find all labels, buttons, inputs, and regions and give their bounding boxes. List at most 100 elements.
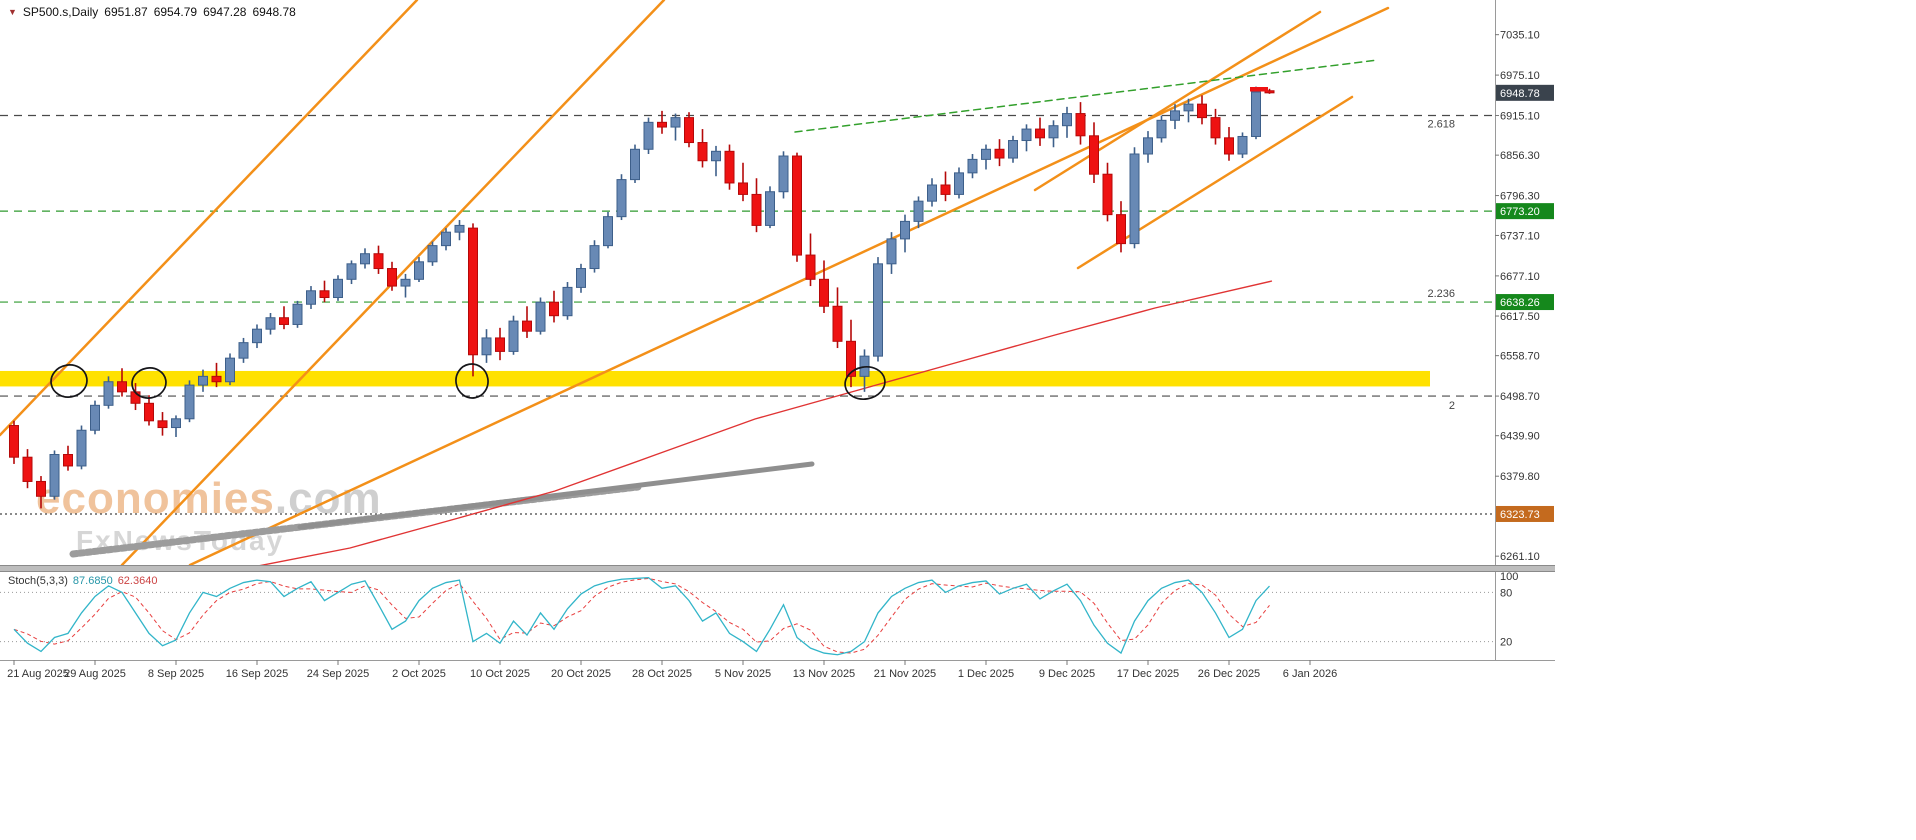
moving-average-line [259, 280, 1273, 565]
stoch-indicator-label: Stoch(5,3,3) 87.6850 62.3640 [8, 575, 157, 587]
candle-body [522, 320, 532, 332]
stoch-main-line [13, 576, 1270, 656]
candle-body [913, 200, 924, 222]
candle-body [1035, 128, 1045, 139]
ohlc-close: 6948.78 [252, 5, 296, 19]
candle-body [954, 172, 964, 195]
candle-body [630, 148, 640, 181]
level-price-badge [1496, 505, 1554, 522]
candle-body [535, 301, 546, 332]
channel-line-upper-left [0, 0, 419, 437]
support-zone-band [0, 370, 1430, 387]
stoch-name: Stoch(5,3,3) [8, 575, 68, 587]
stoch-d-value: 62.3640 [117, 575, 158, 587]
annotation-ellipse [50, 364, 88, 398]
candle-body [49, 454, 60, 497]
candle-body [157, 420, 168, 429]
panel-divider [0, 565, 1555, 572]
stochastic-pane [0, 576, 1495, 656]
candle-body [1197, 103, 1207, 119]
price-tick-label: 6677.10 [1500, 271, 1540, 283]
candle-body [292, 303, 303, 325]
level-price-badge [1496, 294, 1554, 311]
candle-body [643, 121, 654, 150]
candle-body [211, 375, 222, 383]
candle-body [549, 301, 559, 317]
candle-body [1264, 90, 1275, 94]
candle-body [22, 456, 33, 482]
candle-body [117, 381, 127, 393]
date-label: 2 Oct 2025 [392, 668, 446, 680]
candle-body [252, 328, 262, 344]
price-tick-label: 6796.30 [1500, 191, 1540, 203]
candle-body [778, 155, 789, 193]
level-price-badge-label: 6323.73 [1500, 509, 1540, 521]
date-label: 29 Aug 2025 [64, 668, 126, 680]
candle-body [1008, 140, 1018, 159]
candle-body [819, 278, 829, 307]
candle-body [1129, 153, 1140, 245]
candle-body [1143, 137, 1153, 155]
candle-body [1251, 91, 1261, 137]
candle-body [562, 286, 573, 317]
level-price-badge-label: 6638.26 [1500, 297, 1540, 309]
symbol-ohlc-bar: ▼ SP500.s,Daily 6951.87 6954.79 6947.28 6948.… [8, 5, 302, 19]
stoch-scale-label: 80 [1500, 587, 1512, 599]
candle-body [805, 254, 816, 280]
candle-body [441, 231, 451, 247]
candle-body [144, 402, 154, 422]
current-price-badge-label: 6948.78 [1500, 88, 1540, 100]
price-tick-label: 6915.10 [1500, 111, 1540, 123]
candle-body [468, 227, 478, 356]
date-label: 21 Nov 2025 [874, 668, 936, 680]
candle-body [63, 454, 73, 467]
annotation-ellipse [844, 366, 886, 400]
candle-body [738, 182, 748, 195]
stoch-k-value: 87.6850 [72, 575, 113, 587]
candle-body [319, 290, 330, 299]
candle-body [927, 184, 937, 202]
candle-body [1170, 110, 1180, 121]
fib-level-label: 2.618 [1427, 119, 1455, 131]
candle-body [657, 121, 667, 128]
candle-body [603, 216, 613, 247]
candle-body [670, 117, 681, 128]
candle-body [967, 158, 978, 174]
candle-body [1156, 119, 1167, 139]
current-price-badge [1496, 84, 1554, 101]
candle-body [792, 155, 802, 256]
candle-body [1089, 135, 1099, 175]
candle-body [616, 179, 627, 218]
date-label: 1 Dec 2025 [958, 668, 1014, 680]
price-tick-label: 6379.80 [1500, 471, 1540, 483]
current-price-marker [1250, 87, 1268, 92]
date-label: 26 Dec 2025 [1198, 668, 1260, 680]
candle-body [1183, 103, 1194, 112]
watermark-brand: economies [36, 474, 275, 523]
long-uptrend-line [188, 6, 1390, 565]
annotation-ellipse [455, 363, 489, 399]
watermark-brand-line: economies.com [36, 474, 382, 525]
stoch-signal-line [13, 577, 1270, 654]
candle-body [346, 263, 357, 280]
candle-body [765, 191, 775, 226]
candle-body [414, 261, 424, 280]
price-tick-label: 6737.10 [1500, 230, 1540, 242]
candle-body [900, 220, 910, 240]
date-label: 9 Dec 2025 [1039, 668, 1095, 680]
watermark-brand-suffix: .com [274, 474, 382, 523]
candle-body [684, 117, 694, 144]
candle-body [1021, 128, 1032, 142]
candle-body [832, 305, 843, 342]
price-tick-label: 6558.70 [1500, 351, 1540, 363]
candle-body [1048, 125, 1059, 139]
candle-body [1102, 173, 1113, 216]
ohlc-low: 6947.28 [203, 5, 247, 19]
candle-body [387, 268, 397, 287]
date-label: 21 Aug 2025 [7, 668, 69, 680]
candle-body [400, 278, 411, 287]
date-label: 8 Sep 2025 [148, 668, 204, 680]
price-tick-label: 6439.90 [1500, 431, 1540, 443]
